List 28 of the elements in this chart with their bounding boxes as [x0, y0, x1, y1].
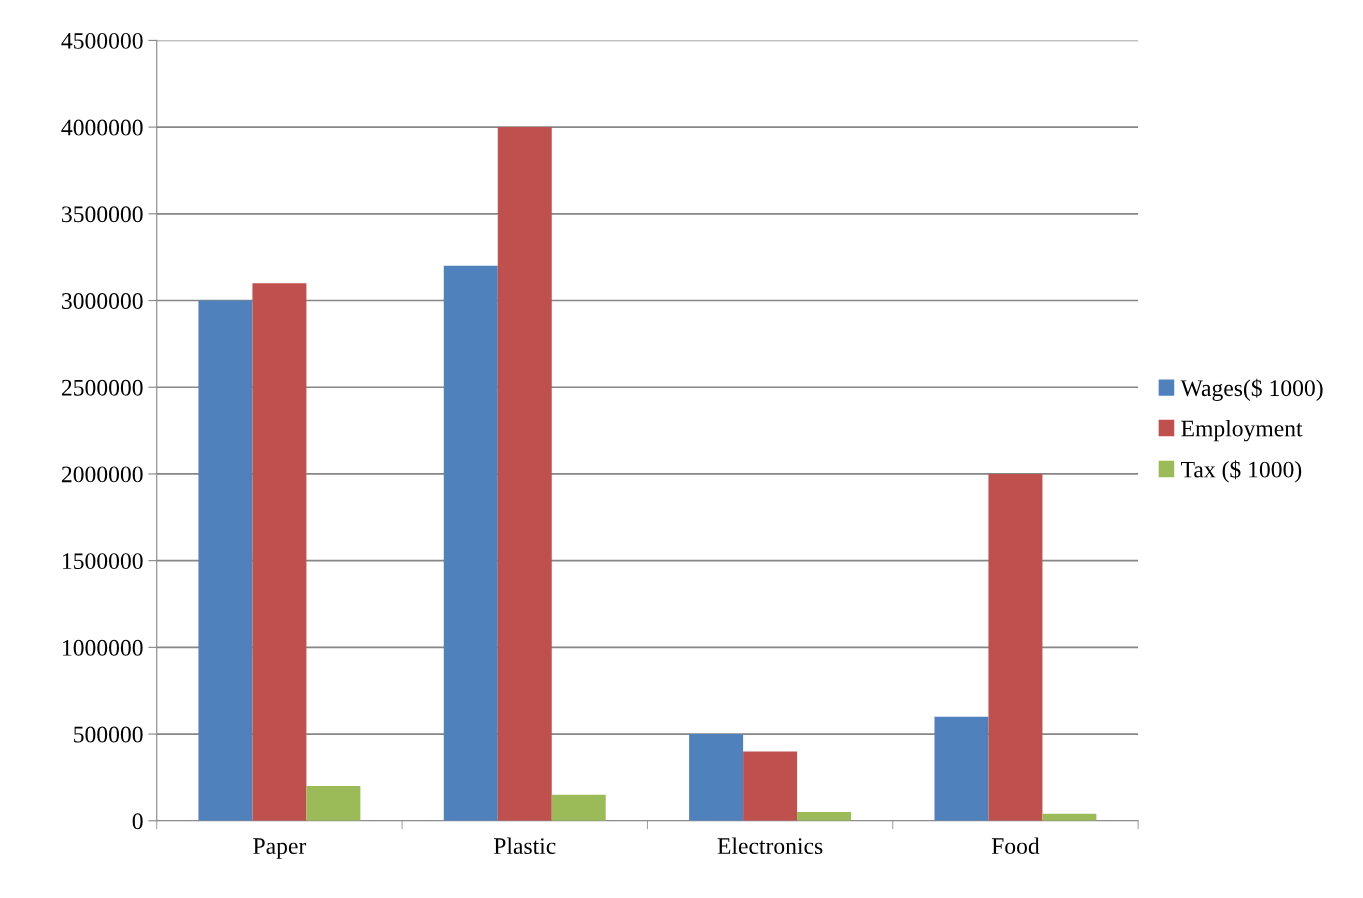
y-tick-label: 500000	[74, 726, 143, 743]
y-tick-label: 2000000	[61, 466, 143, 483]
bar	[497, 127, 552, 821]
y-tick-label: 0	[132, 813, 143, 830]
legend-label: Wages($ 1000)	[1180, 378, 1323, 401]
legend-label: Employment	[1181, 419, 1303, 442]
bar	[934, 716, 989, 821]
y-tick-label: 4500000	[61, 32, 143, 49]
bar	[198, 300, 253, 821]
x-tick-label: Plastic	[493, 837, 556, 855]
bar	[988, 473, 1043, 821]
x-tick-label: Food	[991, 837, 1040, 855]
bar	[252, 283, 307, 821]
y-tick-label: 3000000	[62, 293, 143, 309]
bar	[743, 751, 798, 821]
x-tick-label: Electronics	[717, 837, 823, 855]
y-tick-label: 1000000	[62, 639, 143, 656]
y-tick-label: 1500000	[62, 553, 143, 570]
bar	[797, 812, 852, 821]
y-tick-label: 4000000	[61, 119, 143, 136]
bar	[551, 794, 606, 821]
bar	[443, 265, 498, 821]
y-tick-label: 2500000	[61, 379, 143, 396]
bar	[306, 786, 361, 821]
bar	[689, 734, 744, 821]
y-tick-label: 3500000	[62, 206, 143, 223]
x-tick-label: Paper	[253, 838, 307, 859]
legend-label: Tax ($ 1000)	[1181, 460, 1302, 483]
